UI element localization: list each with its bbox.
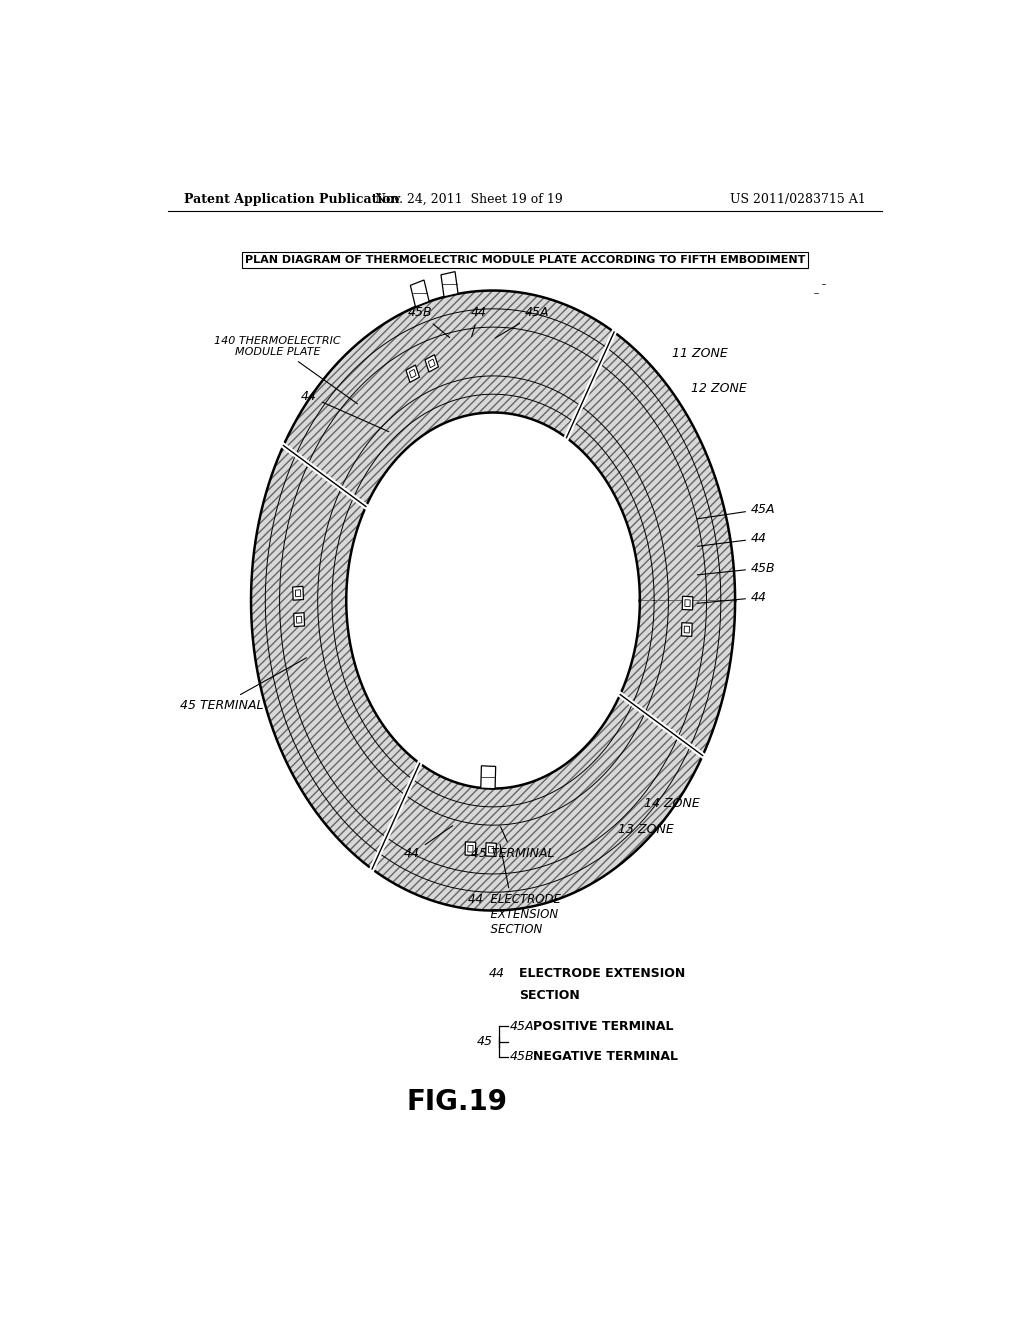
Text: 14 ZONE: 14 ZONE	[644, 797, 699, 810]
Polygon shape	[294, 612, 304, 627]
Text: FIG.19: FIG.19	[407, 1088, 508, 1115]
Text: 44  ELECTRODE
      EXTENSION
      SECTION: 44 ELECTRODE EXTENSION SECTION	[468, 845, 560, 936]
Polygon shape	[410, 370, 416, 378]
Circle shape	[346, 413, 640, 788]
Polygon shape	[295, 590, 301, 597]
Text: 44: 44	[301, 389, 389, 432]
Polygon shape	[428, 359, 435, 368]
Text: 44: 44	[697, 591, 767, 605]
Text: 45 TERMINAL: 45 TERMINAL	[471, 826, 554, 861]
Polygon shape	[488, 846, 494, 853]
Text: 11 ZONE: 11 ZONE	[672, 347, 727, 360]
Polygon shape	[468, 845, 473, 853]
Text: Nov. 24, 2011  Sheet 19 of 19: Nov. 24, 2011 Sheet 19 of 19	[376, 193, 563, 206]
Text: 45A: 45A	[510, 1020, 535, 1034]
Text: 45B: 45B	[697, 561, 775, 574]
Polygon shape	[441, 272, 458, 297]
Text: 13 ZONE: 13 ZONE	[618, 822, 674, 836]
Text: ELECTRODE EXTENSION: ELECTRODE EXTENSION	[519, 968, 685, 979]
Polygon shape	[465, 842, 476, 855]
Text: Patent Application Publication: Patent Application Publication	[183, 193, 399, 206]
Text: 45A: 45A	[697, 503, 775, 519]
Polygon shape	[684, 626, 689, 634]
Text: 45: 45	[477, 1035, 494, 1048]
Text: 44: 44	[471, 306, 486, 337]
Text: 45 TERMINAL: 45 TERMINAL	[179, 657, 306, 711]
Polygon shape	[251, 290, 735, 911]
Text: 44: 44	[404, 826, 453, 861]
Polygon shape	[296, 616, 302, 623]
Text: 45B: 45B	[510, 1051, 535, 1064]
Polygon shape	[425, 355, 438, 372]
Polygon shape	[485, 842, 497, 857]
Text: POSITIVE TERMINAL: POSITIVE TERMINAL	[532, 1020, 673, 1034]
Text: NEGATIVE TERMINAL: NEGATIVE TERMINAL	[532, 1051, 678, 1064]
Text: 44: 44	[697, 532, 767, 546]
Text: US 2011/0283715 A1: US 2011/0283715 A1	[730, 193, 866, 206]
Text: PLAN DIAGRAM OF THERMOELECTRIC MODULE PLATE ACCORDING TO FIFTH EMBODIMENT: PLAN DIAGRAM OF THERMOELECTRIC MODULE PL…	[245, 255, 805, 265]
Text: SECTION: SECTION	[519, 990, 580, 1002]
Polygon shape	[481, 766, 496, 789]
Polygon shape	[411, 280, 429, 306]
Polygon shape	[685, 599, 690, 607]
Polygon shape	[682, 623, 692, 636]
Text: 44: 44	[489, 968, 505, 979]
Text: 45A: 45A	[496, 306, 549, 338]
Text: 12 ZONE: 12 ZONE	[691, 381, 748, 395]
Text: 45B: 45B	[408, 306, 450, 338]
Polygon shape	[682, 597, 693, 610]
Polygon shape	[293, 586, 303, 601]
Text: 140 THERMOELECTRIC
      MODULE PLATE: 140 THERMOELECTRIC MODULE PLATE	[214, 335, 357, 404]
Polygon shape	[406, 366, 420, 383]
